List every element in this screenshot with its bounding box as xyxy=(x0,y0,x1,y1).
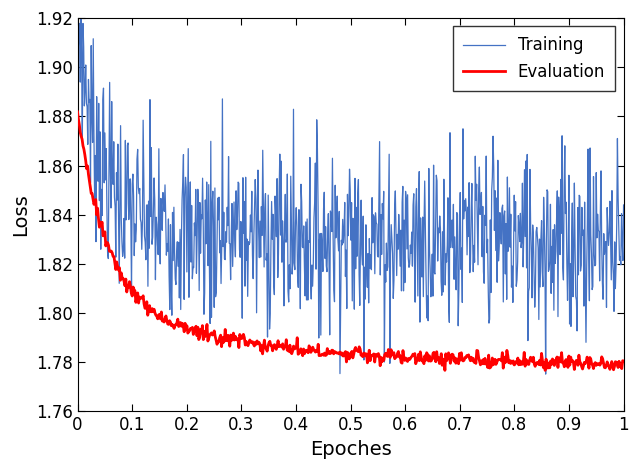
X-axis label: Epoches: Epoches xyxy=(310,440,392,459)
Evaluation xyxy=(170,326,178,331)
Evaluation xyxy=(214,339,221,345)
Training xyxy=(545,268,552,274)
Training xyxy=(620,202,627,208)
Evaluation xyxy=(541,368,549,373)
Evaluation xyxy=(74,109,81,115)
Training xyxy=(107,205,115,211)
Training xyxy=(488,188,495,193)
Evaluation xyxy=(620,358,627,364)
Y-axis label: Loss: Loss xyxy=(11,194,30,236)
Training xyxy=(542,371,550,377)
Training xyxy=(405,265,413,270)
Evaluation xyxy=(321,350,328,356)
Training xyxy=(391,204,399,209)
Training xyxy=(422,228,429,234)
Legend: Training, Evaluation: Training, Evaluation xyxy=(453,26,615,91)
Evaluation xyxy=(396,354,403,360)
Evaluation xyxy=(485,352,493,358)
Line: Training: Training xyxy=(77,0,623,374)
Line: Evaluation: Evaluation xyxy=(77,112,623,370)
Evaluation xyxy=(438,362,446,368)
